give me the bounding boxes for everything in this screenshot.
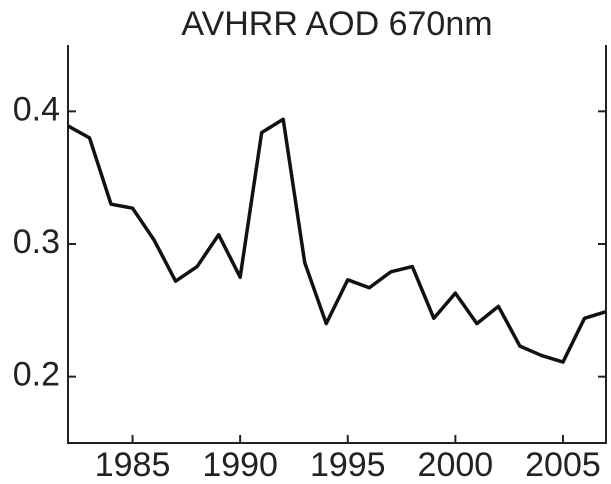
x-tick-label: 1990 (202, 446, 278, 484)
x-tick-label: 1995 (310, 446, 386, 484)
chart-title: AVHRR AOD 670nm (181, 5, 492, 43)
y-tick-label: 0.3 (13, 223, 60, 261)
axis-frame (67, 45, 607, 444)
y-tick-label: 0.4 (13, 90, 60, 128)
x-tick-label: 2005 (525, 446, 601, 484)
x-tick-label: 1985 (95, 446, 171, 484)
y-tick-label: 0.2 (13, 356, 60, 394)
x-tick-label: 2000 (418, 446, 494, 484)
data-line (67, 117, 607, 364)
